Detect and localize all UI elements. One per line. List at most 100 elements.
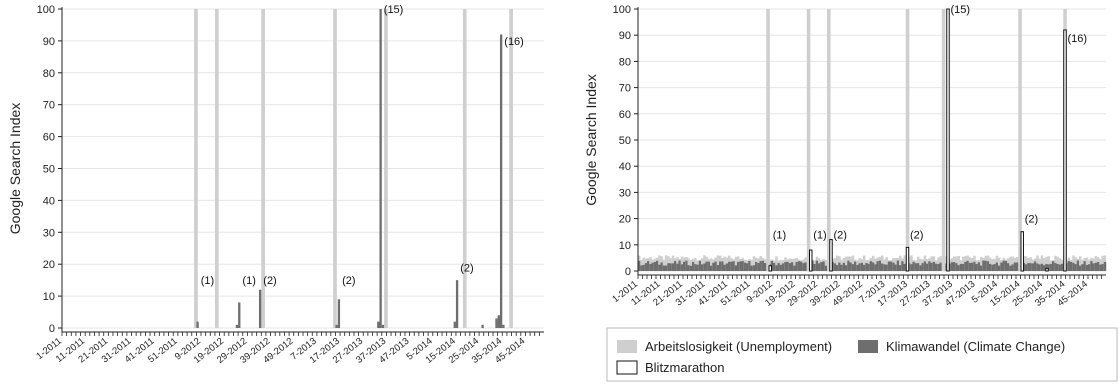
right-bar-climate-baseline — [786, 261, 789, 271]
right-bar-unemployment-baseline — [734, 256, 738, 271]
right-bar-climate-baseline — [928, 261, 931, 271]
right-bar-climate-baseline — [678, 260, 681, 271]
right-bar-climate-baseline — [791, 262, 794, 271]
left-bar-climate — [196, 321, 199, 328]
left-y-tick-label: 20 — [43, 259, 55, 271]
legend-swatch-unemployment — [617, 340, 637, 353]
right-bar-unemployment-baseline — [885, 257, 888, 271]
right-bar-climate-baseline — [887, 261, 891, 271]
right-bar-climate-baseline — [1029, 263, 1032, 271]
right-bar-climate-baseline — [856, 264, 859, 271]
right-bar-climate-baseline — [863, 264, 866, 271]
right-bar-climate-baseline — [881, 263, 884, 271]
left-annotation-16: (16) — [504, 36, 524, 48]
right-bar-unemployment-baseline — [1079, 256, 1082, 271]
right-bar-climate-baseline — [926, 263, 929, 271]
right-bar-climate-baseline — [752, 265, 756, 271]
right-y-tick-label: 0 — [625, 266, 631, 278]
right-bar-climate-baseline — [1072, 262, 1075, 271]
right-bar-climate-baseline — [914, 263, 918, 271]
right-bar-climate-baseline — [1045, 263, 1048, 271]
legend-box — [606, 327, 1118, 382]
right-bar-climate-baseline — [788, 263, 792, 271]
right-bar-climate-baseline — [820, 262, 823, 271]
right-bar-climate-baseline — [779, 264, 783, 271]
right-bar-unemployment-baseline — [703, 255, 706, 271]
right-bar-unemployment-baseline — [836, 255, 839, 271]
right-bar-climate-baseline — [939, 262, 942, 271]
right-bar-climate-baseline — [1016, 262, 1019, 271]
left-y-tick-label: 50 — [43, 164, 55, 176]
right-bar-unemployment-baseline — [1025, 256, 1028, 271]
right-bar-unemployment-baseline — [863, 255, 866, 271]
right-bar-climate-baseline — [1027, 263, 1030, 271]
right-bar-climate-baseline — [874, 264, 877, 271]
left-bar-climate — [335, 324, 338, 328]
right-bar-climate-baseline — [901, 261, 904, 271]
right-bar-climate-baseline — [923, 261, 927, 271]
right-bar-climate-baseline — [802, 263, 805, 271]
right-bar-unemployment — [827, 9, 831, 271]
right-annotation-1: (1) — [813, 229, 826, 241]
right-bar-unemployment-baseline — [919, 258, 922, 271]
left-y-tick-label: 60 — [43, 132, 55, 144]
right-chart-panel: 01020304050607080901001-201111-201121-20… — [583, 4, 1107, 309]
right-bar-unemployment-baseline — [1043, 258, 1046, 271]
right-bar-climate-baseline — [710, 265, 713, 271]
right-annotation-16: (16) — [1068, 33, 1088, 45]
right-bar-unemployment-baseline — [752, 256, 756, 271]
right-bar-climate-baseline — [899, 265, 902, 271]
right-bar-unemployment-baseline — [962, 256, 965, 271]
right-bar-climate-baseline — [692, 261, 695, 271]
right-bar-climate-baseline — [782, 263, 785, 271]
right-bar-climate-baseline — [638, 260, 641, 271]
right-bar-climate-baseline — [1083, 261, 1086, 271]
right-annotation-2: (2) — [834, 229, 847, 241]
right-bar-unemployment — [905, 9, 910, 271]
left-y-tick-label: 70 — [43, 100, 55, 112]
right-annotation-15: (15) — [951, 4, 971, 16]
right-bar-climate-baseline — [984, 260, 987, 271]
right-bar-climate-baseline — [671, 263, 675, 271]
right-bar-unemployment-baseline — [1047, 256, 1050, 271]
right-bar-climate-baseline — [836, 265, 839, 271]
right-bar-unemployment-baseline — [662, 259, 666, 271]
right-bar-climate-baseline — [959, 263, 963, 271]
right-bar-climate-baseline — [748, 261, 751, 271]
right-bar-climate-baseline — [953, 262, 956, 271]
right-bar-climate-baseline — [797, 261, 801, 271]
right-bar-blitzmarathon — [1020, 231, 1024, 272]
right-bar-climate-baseline — [1058, 264, 1062, 271]
right-bar-climate-baseline — [1034, 261, 1037, 271]
right-bar-climate-baseline — [737, 261, 740, 271]
right-bar-climate-baseline — [1097, 262, 1100, 271]
right-bar-climate-baseline — [746, 263, 749, 271]
legend-label-blitzmarathon: Blitzmarathon — [645, 360, 724, 375]
right-bar-blitzmarathon — [809, 249, 813, 272]
right-bar-climate-baseline — [1099, 264, 1102, 271]
right-bar-climate-baseline — [917, 263, 920, 271]
right-bar-climate-baseline — [883, 264, 886, 271]
left-bar-climate — [337, 299, 341, 328]
left-bar-climate — [238, 302, 241, 328]
right-bar-unemployment-baseline — [1036, 255, 1039, 271]
right-bar-climate-baseline — [995, 262, 999, 271]
right-bar-climate-baseline — [732, 261, 735, 271]
right-annotation-2: (2) — [1025, 214, 1038, 226]
right-bar-climate-baseline — [716, 265, 720, 271]
right-bar-climate-baseline — [903, 263, 906, 271]
right-bar-unemployment-baseline — [845, 256, 848, 271]
right-bar-unemployment-baseline — [680, 256, 684, 271]
right-bar-unemployment-baseline — [957, 255, 960, 271]
right-bar-climate-baseline — [822, 261, 825, 271]
legend-swatch-blitzmarathon — [616, 360, 638, 375]
left-y-axis-label: Google Search Index — [7, 103, 23, 235]
legend-label-unemployment: Arbeitslosigkeit (Unemployment) — [645, 339, 832, 354]
right-bar-climate-baseline — [694, 264, 697, 271]
right-bar-climate-baseline — [860, 262, 864, 271]
right-bar-climate-baseline — [687, 265, 690, 271]
left-bar-climate — [481, 324, 484, 328]
right-bar-climate-baseline — [1049, 263, 1053, 271]
right-bar-climate-baseline — [730, 261, 733, 271]
